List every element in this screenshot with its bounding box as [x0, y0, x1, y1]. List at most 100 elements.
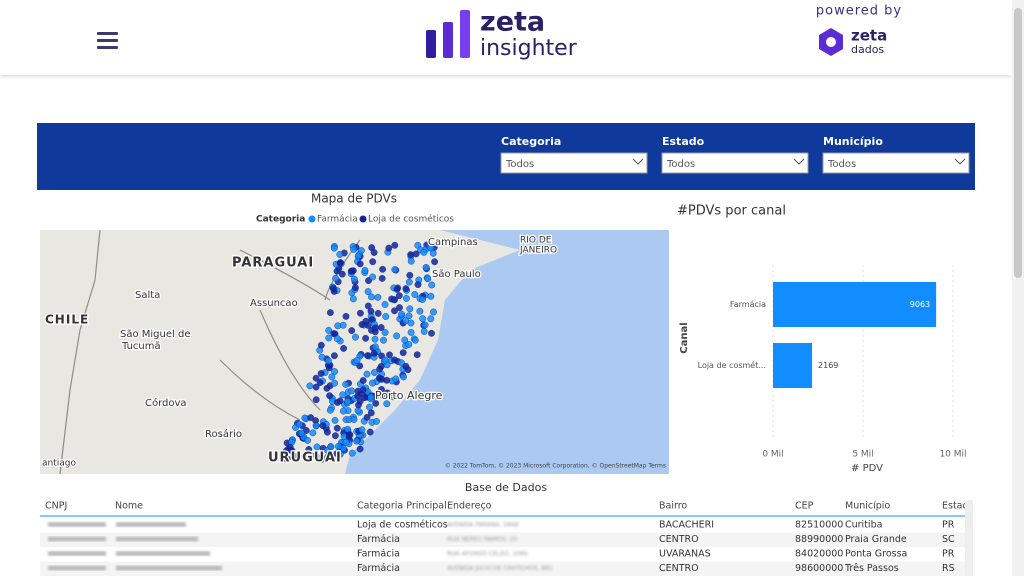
map-point — [340, 344, 347, 352]
map-point — [288, 447, 296, 454]
table-cell: CENTRO — [659, 563, 699, 574]
map-point — [402, 317, 409, 325]
bar — [773, 343, 813, 388]
map-point — [427, 292, 435, 300]
map-point — [328, 373, 336, 381]
map-point — [339, 321, 347, 329]
map-point — [390, 296, 398, 304]
map-point — [373, 417, 380, 425]
column-header: Município — [845, 501, 890, 512]
table-cell: RUA NEREU RAMOS, 20 — [447, 536, 517, 543]
filter-value: Todos — [505, 159, 534, 170]
map-point — [392, 375, 400, 383]
map-sea — [345, 230, 669, 474]
map-point — [431, 258, 438, 266]
map-label: São Paulo — [432, 269, 481, 280]
partner-top: zeta — [851, 27, 887, 45]
column-header: CNPJ — [45, 501, 67, 512]
map-point — [424, 275, 432, 283]
blurred-name — [116, 565, 222, 571]
map-point — [358, 426, 366, 434]
map-point — [359, 377, 367, 384]
table-cell: Farmácia — [357, 563, 400, 574]
map-point — [367, 307, 375, 315]
map-point — [405, 278, 413, 286]
table-cell: 84020000 — [795, 549, 843, 560]
map-point — [331, 432, 339, 440]
table-cell: CENTRO — [659, 534, 699, 545]
map-point — [372, 399, 380, 407]
map-point — [421, 321, 429, 329]
map-label: Porto Alegre — [375, 389, 443, 402]
map-point — [336, 251, 344, 258]
map-point — [360, 394, 368, 402]
column-header: CEP — [795, 501, 814, 512]
map-point — [371, 324, 379, 332]
map-point — [353, 356, 361, 364]
map-point — [411, 291, 419, 298]
map-point — [362, 334, 369, 342]
map-point — [356, 309, 364, 317]
map-point — [351, 284, 359, 291]
map-point — [413, 351, 421, 359]
table-cell: PR — [942, 520, 955, 531]
blurred-cnpj — [48, 522, 106, 527]
map-point — [342, 312, 350, 320]
legend-swatch — [359, 215, 367, 223]
legend-label: Loja de cosméticos — [368, 214, 454, 225]
map-point — [326, 406, 334, 414]
map-point — [369, 379, 376, 387]
map-point — [395, 292, 403, 300]
map-point — [414, 281, 422, 288]
logo-icon — [426, 10, 470, 58]
scroll-thumb[interactable] — [1014, 8, 1022, 278]
map-point — [370, 369, 378, 376]
blurred-cnpj — [48, 551, 106, 556]
blurred-name — [116, 522, 186, 527]
table-title: Base de Dados — [465, 481, 547, 494]
map-label: Campinas — [428, 237, 478, 248]
map-point — [295, 420, 303, 428]
blurred-name — [116, 551, 210, 556]
map-point — [355, 401, 362, 409]
map-point — [333, 267, 341, 275]
map-point — [324, 453, 332, 461]
map-point — [391, 307, 398, 315]
map-point — [380, 336, 387, 344]
map-point — [307, 414, 315, 421]
map-point — [312, 374, 320, 382]
table-cell: Curitiba — [845, 520, 882, 531]
map-point — [336, 450, 344, 458]
map-point — [350, 275, 358, 283]
map-label: RIO DE — [520, 236, 552, 246]
x-tick-label: 5 Mil — [852, 450, 873, 460]
map-point — [331, 379, 338, 387]
data-label: 9063 — [910, 300, 930, 309]
map-point — [313, 453, 320, 461]
map-point — [330, 287, 338, 295]
map-point — [338, 270, 346, 278]
dropdown-arrow — [954, 158, 966, 165]
map-point — [386, 351, 393, 359]
logo-top: zeta — [480, 7, 545, 38]
map-point — [336, 259, 344, 267]
map-point — [366, 428, 374, 436]
map-point — [381, 356, 389, 364]
map-label: São Miguel de — [120, 329, 190, 340]
filter-dropdown[interactable] — [661, 152, 809, 174]
table-cell: Loja de cosméticos — [357, 520, 448, 531]
map-point — [381, 301, 389, 308]
menu-button[interactable] — [97, 32, 118, 49]
map-point — [358, 321, 366, 328]
map-point — [309, 429, 317, 437]
map-point — [374, 293, 382, 301]
map-point — [369, 258, 377, 266]
map-point — [399, 349, 407, 357]
map-point — [356, 260, 364, 268]
filter-dropdown[interactable] — [500, 152, 648, 174]
legend-title: Categoria — [256, 215, 305, 225]
map-point — [334, 442, 342, 450]
filter-dropdown[interactable] — [822, 152, 970, 174]
table-cell: Farmácia — [357, 534, 400, 545]
map-point — [393, 332, 400, 340]
